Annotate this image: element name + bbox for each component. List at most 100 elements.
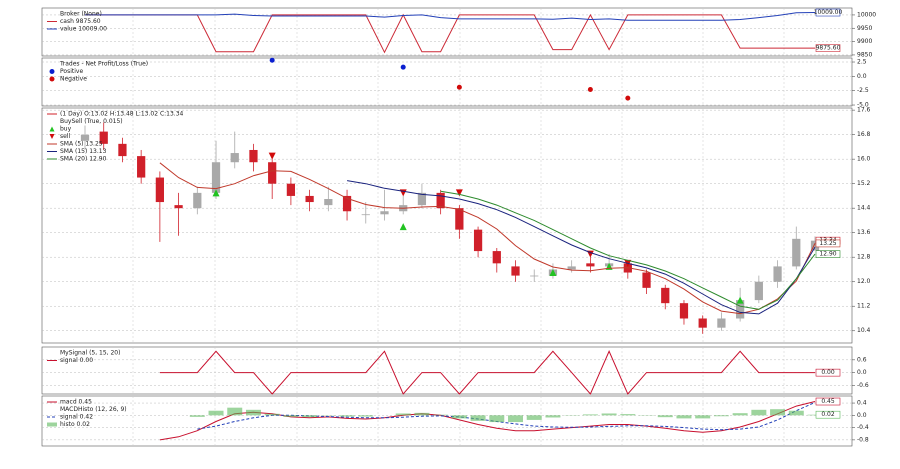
histo-bar (751, 409, 767, 416)
legend-label: SMA (5) 13.25 (60, 141, 103, 148)
legend-label: Negative (60, 76, 87, 83)
candle-body (661, 287, 670, 304)
line (85, 12, 816, 21)
end-label: 0.00 (821, 369, 835, 376)
legend-swatch (49, 69, 55, 74)
line (159, 401, 816, 441)
histo-bar (508, 415, 523, 423)
histo-bar (283, 415, 299, 417)
legend-swatch (49, 126, 55, 132)
y-tick-label: 10000 (857, 11, 876, 18)
histo-bar (208, 410, 224, 416)
histo-bar (695, 415, 711, 419)
candle-body (155, 177, 164, 203)
end-label-box (815, 44, 841, 52)
end-label-box (815, 368, 841, 377)
histo-bar (770, 409, 786, 416)
legend-label: Positive (60, 68, 83, 75)
histo-bar (788, 410, 804, 416)
legend-label: signal 0.42 (60, 414, 93, 421)
end-label: 12.90 (819, 251, 836, 258)
y-tick-label: -0.4 (857, 424, 869, 431)
legend-swatch (49, 76, 55, 82)
histo-bar (470, 415, 486, 421)
legend-swatch (49, 134, 55, 139)
candle-body (305, 195, 314, 203)
trade-point (269, 57, 275, 63)
end-label: 9875.60 (816, 45, 841, 52)
y-tick-label: 16.0 (857, 156, 871, 163)
candle-body (417, 192, 427, 206)
histo-bar (489, 415, 505, 423)
legend-label: SMA (20) 12.90 (60, 156, 107, 163)
legend-label: sell (60, 133, 70, 140)
histo-bar (414, 412, 430, 416)
candle-body (773, 266, 782, 282)
trade-point (400, 64, 406, 70)
candle-body (530, 275, 539, 277)
histo-bar (807, 414, 823, 416)
legend-label: buy (60, 126, 72, 133)
histo-bar (358, 415, 374, 417)
candle-body (754, 281, 763, 301)
legend-heading: Broker (None) (60, 11, 102, 18)
histo-bar (189, 415, 205, 417)
end-label-box (815, 410, 841, 419)
y-tick-label: 9900 (857, 38, 872, 45)
legend-label: cash 9875.60 (60, 18, 101, 25)
line (85, 13, 815, 54)
candle-body (810, 240, 820, 251)
histo-bar (713, 415, 729, 417)
histo-bar (395, 413, 411, 416)
legend-label: (1 Day) O:13.02 H:13.48 L:13.02 C:13.34 (60, 111, 184, 118)
legend-label: histo 0.02 (60, 421, 90, 428)
candle-body (736, 300, 745, 319)
candle-body (80, 134, 90, 141)
y-tick-label: 0.0 (857, 412, 867, 419)
sell-marker (268, 152, 276, 160)
candle-body (249, 149, 258, 163)
y-tick-label: 11.2 (857, 303, 871, 310)
end-label: 13.25 (819, 240, 836, 247)
y-tick-label: -0.6 (857, 382, 869, 389)
line (197, 401, 816, 431)
candle-body (586, 263, 595, 267)
candle-body (361, 214, 370, 216)
y-tick-label: -0.8 (857, 436, 869, 443)
candle-body (174, 205, 183, 209)
histo-bar (732, 413, 748, 416)
panel-frame (41, 57, 853, 107)
y-tick-label: 0.0 (857, 73, 867, 80)
y-tick-label: 17.6 (857, 107, 871, 114)
y-tick-label: 13.6 (857, 229, 871, 236)
candle-body (137, 156, 146, 178)
end-label-box (815, 239, 841, 248)
histo-bar (451, 415, 467, 419)
candle-body (193, 192, 202, 209)
histo-bar (433, 414, 449, 416)
legend-label: macd 0.45 (60, 399, 92, 406)
candle-body (99, 131, 108, 144)
y-tick-label: 16.8 (857, 131, 871, 138)
candle-body (230, 153, 239, 163)
candle-body (642, 272, 651, 288)
line (159, 350, 815, 395)
buy-marker (212, 189, 220, 197)
candle-body (473, 229, 483, 252)
histo-bar (302, 415, 318, 418)
legend-heading: MACDHisto (12, 26, 9) (60, 406, 127, 413)
trade-point (456, 84, 462, 90)
y-tick-label: 14.4 (857, 205, 871, 212)
candle-body (717, 318, 726, 328)
y-tick-label: 10.4 (857, 327, 871, 334)
line (440, 190, 816, 310)
panel-frame (41, 346, 853, 395)
legend-heading: BuySell (True, 0.015) (60, 118, 123, 125)
end-label-box (815, 397, 841, 406)
trade-point (587, 87, 593, 93)
y-tick-label: 15.2 (857, 180, 871, 187)
y-tick-label: 0.6 (857, 356, 867, 363)
legend-label: signal 0.00 (60, 357, 93, 364)
